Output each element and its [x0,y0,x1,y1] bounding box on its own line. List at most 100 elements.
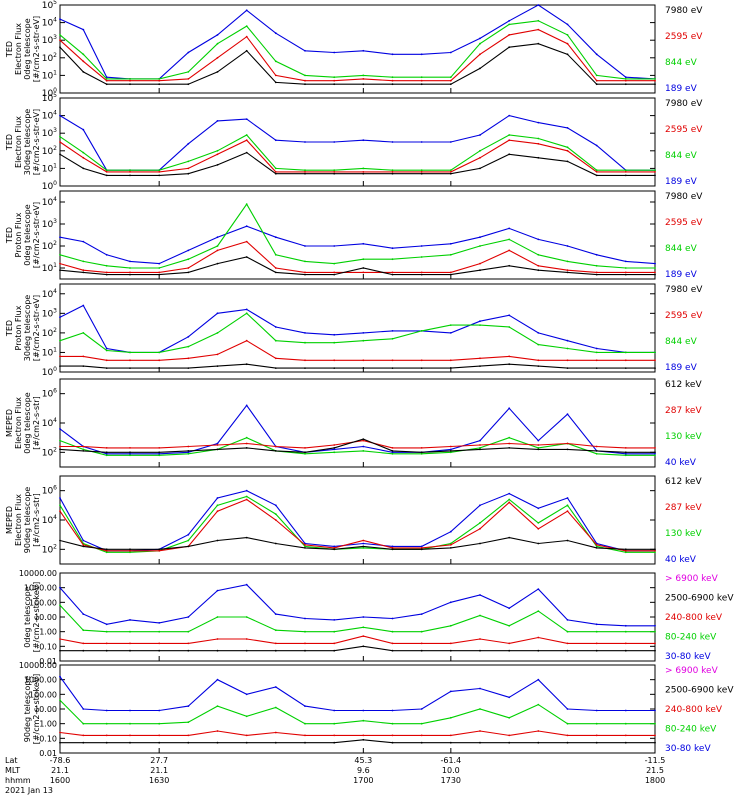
y-tick-label: 106 [42,485,57,497]
data-point [105,722,108,725]
data-point [391,169,394,172]
data-point [654,267,656,269]
data-point [129,642,131,645]
panel-meped-electron-90deg: 102 104 106 MEPED Electron Flux 90deg telesco… [5,475,702,565]
data-point [449,79,452,82]
data-point [187,545,190,548]
series-line-130-keV [59,437,655,456]
data-point [333,444,336,446]
data-point [129,359,131,362]
data-point [158,351,161,354]
data-point [420,548,423,551]
y-tick-label: 100 [42,87,57,99]
data-point [158,83,161,86]
data-point [274,271,277,274]
series-line-240-800-keV [59,635,655,644]
data-point [566,34,569,36]
data-point [537,343,540,346]
data-point [274,139,277,142]
data-point [624,722,627,725]
x-tick-label: 27.7 [150,756,168,765]
y-tick-label: 102 [42,240,57,252]
data-point [420,545,423,548]
data-point [624,174,627,177]
data-point [274,445,277,448]
y-axis-label: TED [5,227,14,244]
data-point [566,539,569,542]
data-point [654,451,656,454]
data-point [82,332,85,334]
y-axis-label: [#/cm2-s-str] [32,396,41,449]
data-point [654,174,656,177]
data-point [105,549,108,552]
data-point [216,56,219,59]
data-point [537,439,540,442]
data-point [187,445,190,448]
data-point [391,741,394,744]
panel-frame [59,283,656,373]
data-point [245,339,248,342]
y-axis-label: [#/cm2-s-str-keV] [32,582,41,653]
data-point [566,23,569,26]
data-point [304,649,306,652]
data-point [479,594,481,596]
data-point [274,357,277,360]
data-point [362,167,365,170]
data-point [187,649,190,652]
data-point [304,74,306,77]
data-point [59,269,61,272]
data-point [129,174,131,177]
data-point [508,642,511,645]
y-tick-label: 104 [42,196,57,208]
data-point [59,497,61,499]
data-point [245,436,248,439]
series-line-2500-6900-keV [60,645,655,652]
data-point [508,134,511,136]
data-point [566,510,569,513]
data-point [333,141,336,143]
data-point [304,171,306,173]
data-point [187,167,190,170]
data-point [333,83,336,86]
data-point [449,359,452,362]
data-point [654,551,656,554]
y-tick-label: 103 [42,34,57,46]
data-point [420,171,423,173]
data-point [595,83,598,86]
x-tick-label: 1600 [50,776,70,785]
data-point [274,519,277,521]
data-point [187,160,190,163]
data-point [245,256,248,258]
data-point [391,630,394,633]
data-point [508,46,511,49]
data-point [391,171,394,173]
data-point [449,172,452,175]
data-point [508,501,511,504]
data-point [82,53,85,56]
series-line-240-800-keV [59,730,655,736]
data-point [595,544,598,546]
data-point [216,42,219,45]
data-point [304,734,306,737]
data-point [158,447,161,449]
data-point [420,76,423,79]
legend-entry: 130 keV [665,529,702,539]
data-point [274,253,277,256]
data-point [274,236,277,239]
panel-frame [59,97,656,187]
data-point [595,367,598,369]
data-point [595,271,598,274]
data-point [624,76,627,79]
data-point [333,451,336,454]
y-tick-label: 104 [42,110,57,122]
data-point [479,134,481,136]
data-point [595,734,598,737]
data-point [158,548,161,551]
data-point [158,273,161,276]
data-point [391,76,394,79]
data-point [129,271,131,274]
data-point [391,547,394,549]
x-tick-label: 1700 [353,776,373,785]
data-point [158,722,161,725]
data-point [420,708,423,710]
